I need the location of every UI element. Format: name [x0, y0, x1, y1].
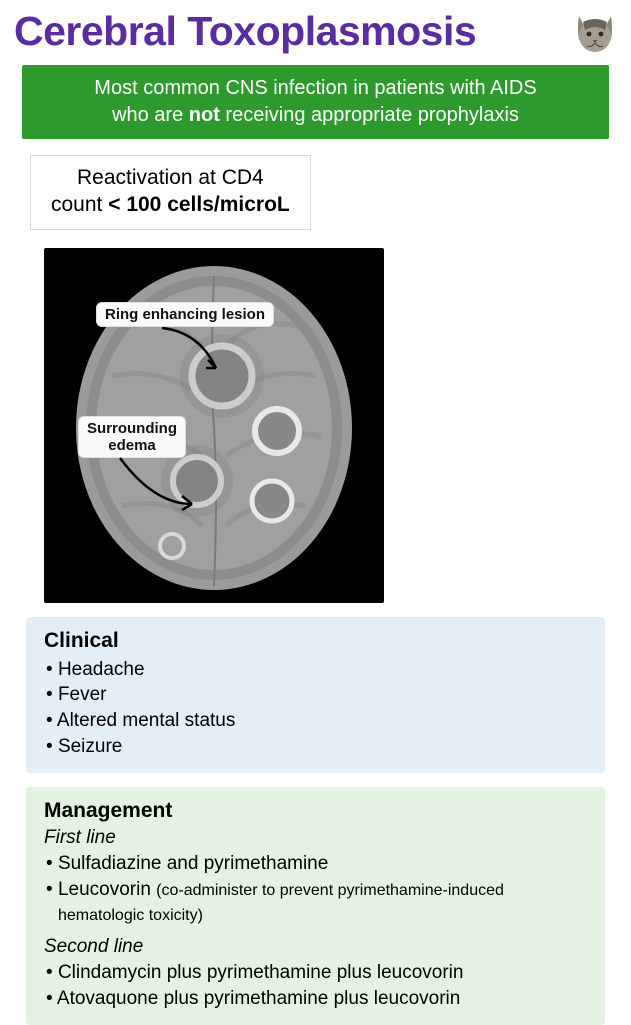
title-row: Cerebral Toxoplasmosis: [14, 8, 617, 55]
annotation-edema-line1: Surrounding: [87, 420, 177, 437]
annotation-ring-lesion: Ring enhancing lesion: [96, 302, 274, 327]
clinical-item: Fever: [46, 682, 587, 708]
clinical-item: Headache: [46, 657, 587, 683]
page-title: Cerebral Toxoplasmosis: [14, 8, 476, 55]
banner-line2-pre: who are: [112, 104, 189, 126]
reactivation-line1: Reactivation at CD4: [77, 166, 264, 189]
first-line-list: Sulfadiazine and pyrimethamineLeucovorin…: [44, 851, 587, 928]
annotation-edema-line2: edema: [108, 437, 156, 454]
reactivation-box: Reactivation at CD4 count < 100 cells/mi…: [30, 155, 311, 230]
clinical-section: Clinical HeadacheFeverAltered mental sta…: [26, 617, 605, 774]
first-line-item: Sulfadiazine and pyrimethamine: [46, 851, 587, 877]
first-line-label: First line: [44, 827, 587, 849]
first-line-item: Leucovorin (co-administer to prevent pyr…: [46, 877, 587, 928]
annotation-ring-lesion-text: Ring enhancing lesion: [105, 306, 265, 323]
second-line-label: Second line: [44, 936, 587, 958]
reactivation-line2-pre: count: [51, 193, 108, 216]
annotation-edema: Surrounding edema: [78, 416, 186, 459]
second-line-item: Clindamycin plus pyrimethamine plus leuc…: [46, 960, 587, 986]
info-banner: Most common CNS infection in patients wi…: [22, 65, 609, 139]
clinical-item: Seizure: [46, 734, 587, 760]
banner-line1: Most common CNS infection in patients wi…: [94, 77, 536, 99]
clinical-list: HeadacheFeverAltered mental statusSeizur…: [44, 657, 587, 760]
management-section: Management First line Sulfadiazine and p…: [26, 787, 605, 1025]
cat-icon: [573, 10, 617, 54]
reactivation-line2-bold: < 100 cells/microL: [108, 193, 290, 216]
brain-scan: Ring enhancing lesion Surrounding edema: [44, 248, 384, 603]
second-line-item: Atovaquone plus pyrimethamine plus leuco…: [46, 986, 587, 1012]
management-heading: Management: [44, 799, 587, 823]
clinical-heading: Clinical: [44, 629, 587, 653]
banner-line2-bold: not: [189, 104, 220, 126]
banner-line2-post: receiving appropriate prophylaxis: [220, 104, 519, 126]
clinical-item: Altered mental status: [46, 708, 587, 734]
second-line-list: Clindamycin plus pyrimethamine plus leuc…: [44, 960, 587, 1011]
